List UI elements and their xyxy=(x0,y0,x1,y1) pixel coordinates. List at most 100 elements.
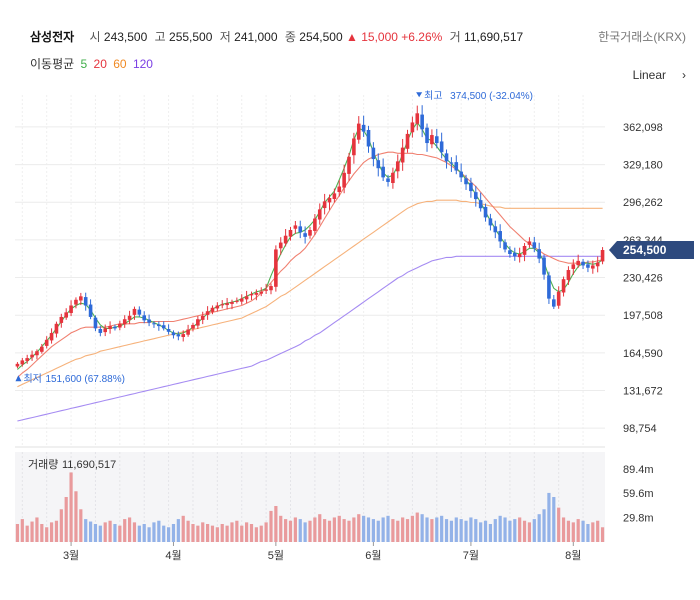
ma60-line xyxy=(17,199,603,388)
candle-body xyxy=(561,279,566,293)
change-value: ▲ 15,000 +6.26% xyxy=(346,30,443,44)
volume-bar xyxy=(381,517,385,542)
candle-body xyxy=(532,242,537,249)
candle-body xyxy=(591,265,595,269)
volume-tick-label: 59.6m xyxy=(623,488,654,500)
volume-bar xyxy=(103,522,107,542)
volume-bar xyxy=(327,520,332,542)
volume-bar xyxy=(84,519,88,542)
candle-body xyxy=(395,161,400,172)
candle-body xyxy=(473,192,478,200)
close-label: 종 xyxy=(284,30,296,44)
candle-body xyxy=(132,308,137,315)
volume-bar xyxy=(323,519,327,542)
candle-body xyxy=(118,323,122,328)
high-value: 255,500 xyxy=(169,30,213,44)
volume-bar xyxy=(157,520,161,542)
candle-body xyxy=(503,242,507,250)
volume-bar xyxy=(352,517,356,542)
volume-bar xyxy=(469,517,473,542)
candle-body xyxy=(278,242,283,249)
candle-body xyxy=(166,329,171,332)
ma-legend-5: 5 xyxy=(80,57,88,71)
volume-bar xyxy=(435,517,439,542)
open-value: 243,500 xyxy=(103,30,148,44)
volume-tick-label: 89.4m xyxy=(623,464,654,476)
candle-body xyxy=(88,304,93,317)
ma-legend: 이동평균 5 20 60 120 xyxy=(30,55,153,72)
candle-body xyxy=(342,172,346,188)
volume-bar xyxy=(181,515,185,542)
candle-body xyxy=(239,298,244,302)
candle-body xyxy=(293,225,298,229)
volume-bar xyxy=(347,520,351,542)
candle-body xyxy=(517,254,522,258)
y-tick-label: 230,426 xyxy=(623,273,663,285)
candle-body xyxy=(444,153,449,162)
candle-body xyxy=(313,218,317,231)
candle-body xyxy=(498,231,502,242)
candle-body xyxy=(542,257,546,275)
candle-body xyxy=(49,332,54,341)
volume-bar xyxy=(362,515,366,542)
volume-bar xyxy=(581,520,585,542)
candle-body xyxy=(337,186,342,192)
volume-bar xyxy=(459,519,463,542)
scale-selector[interactable]: Linear xyxy=(632,68,666,82)
candle-body xyxy=(186,329,190,335)
candle-body xyxy=(259,291,264,294)
volume-bar xyxy=(88,521,93,542)
volume-bar xyxy=(25,525,29,542)
y-tick-label: 296,262 xyxy=(623,197,663,209)
volume-title-label: 거래량 xyxy=(28,458,58,471)
candle-body xyxy=(512,252,517,257)
volume-bar xyxy=(35,517,39,542)
x-tick-label: 8월 xyxy=(565,549,581,562)
volume-bar xyxy=(206,524,210,542)
volume-bar xyxy=(405,519,410,542)
volume-bar xyxy=(127,517,132,542)
candle-body xyxy=(527,241,532,245)
candle-body xyxy=(161,325,166,329)
min-label: 최저 xyxy=(23,373,41,385)
volume-bar xyxy=(508,520,512,542)
candle-body xyxy=(215,305,220,309)
ma-legend-20: 20 xyxy=(93,57,107,71)
candle-body xyxy=(478,200,483,209)
candle-body xyxy=(303,233,307,237)
volume-bar xyxy=(420,514,424,542)
volume-bar xyxy=(132,522,137,542)
open-label: 시 xyxy=(89,30,101,44)
volume-bar xyxy=(284,519,288,542)
volume-bar xyxy=(483,520,488,542)
volume-bar xyxy=(464,520,468,542)
candle-body xyxy=(220,304,225,306)
candle-body xyxy=(147,319,151,323)
volume-bar xyxy=(245,522,249,542)
candle-body xyxy=(464,178,468,185)
volume-bar xyxy=(561,517,566,542)
x-axis-ticks: 3월 4월 5월 6월 7월 8월 xyxy=(63,542,581,562)
candle-body xyxy=(322,201,327,209)
volume-bar xyxy=(220,524,224,542)
candle-body xyxy=(269,286,273,291)
volume-bar xyxy=(215,527,219,542)
volume-bar xyxy=(45,527,49,542)
candle-body xyxy=(493,226,498,233)
candle-body xyxy=(415,113,420,124)
volume-bar xyxy=(415,512,419,542)
candle-body xyxy=(127,315,132,320)
volume-bar xyxy=(522,520,527,542)
volume-bar xyxy=(123,519,127,542)
volume-bar xyxy=(15,524,20,542)
volume-bar xyxy=(113,524,117,542)
chevron-right-icon[interactable]: › xyxy=(682,68,686,82)
volume-bar xyxy=(64,497,68,542)
volume-bar xyxy=(444,519,449,542)
volume-bar xyxy=(337,515,341,542)
price-tag-shape xyxy=(609,241,694,260)
volume-bar xyxy=(547,492,551,542)
volume-bar xyxy=(54,520,59,542)
volume-bar xyxy=(600,527,605,542)
volume-bar xyxy=(93,524,98,542)
